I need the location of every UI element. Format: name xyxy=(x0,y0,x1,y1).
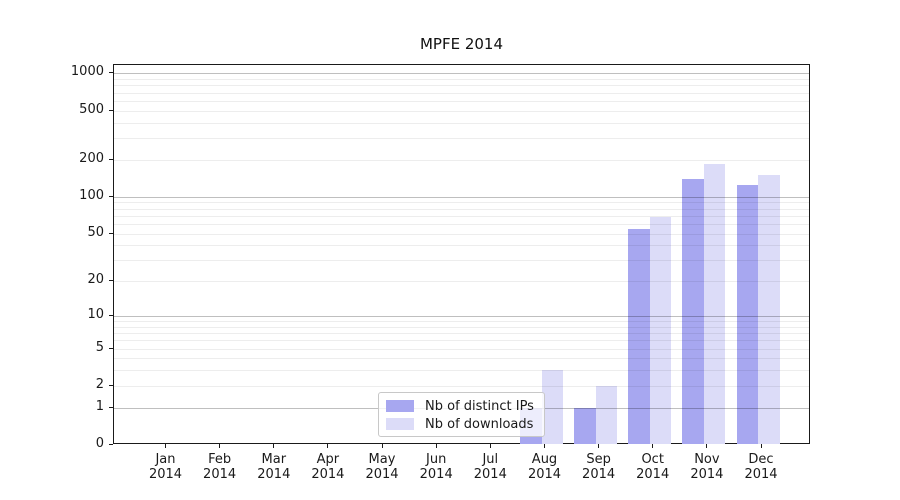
y-tick-mark xyxy=(109,406,113,408)
gridline-minor xyxy=(114,233,809,235)
bar-nb-of-distinct-ips-sep xyxy=(574,407,596,444)
y-axis-tick-label: 200 xyxy=(79,150,104,166)
gridline-minor xyxy=(114,79,809,81)
gridline-minor xyxy=(114,215,809,217)
y-axis-tick-label: 2 xyxy=(95,376,104,392)
gridline-minor xyxy=(114,370,809,372)
x-tick-mark xyxy=(219,444,221,448)
x-axis-tick-label: Apr 2014 xyxy=(311,452,345,482)
y-tick-mark xyxy=(109,444,113,445)
y-tick-mark xyxy=(109,109,113,111)
x-tick-mark xyxy=(435,444,437,448)
y-axis-tick-label: 5 xyxy=(95,339,104,355)
gridline-minor xyxy=(114,110,809,112)
y-axis-tick-label: 100 xyxy=(79,187,104,203)
gridline-minor xyxy=(114,358,809,360)
x-tick-mark xyxy=(706,444,708,448)
gridline-minor xyxy=(114,208,809,210)
x-tick-mark xyxy=(327,444,329,448)
gridline-minor xyxy=(114,333,809,335)
bar-nb-of-downloads-dec xyxy=(758,175,780,444)
gridline-minor xyxy=(114,281,809,283)
y-axis-tick-label: 50 xyxy=(87,224,104,240)
gridline-minor xyxy=(114,260,809,262)
gridline-minor xyxy=(114,321,809,323)
gridline-minor xyxy=(114,223,809,225)
x-axis-tick-label: Jun 2014 xyxy=(419,452,453,482)
plot-area xyxy=(113,64,810,444)
gridline-minor xyxy=(114,340,809,342)
x-axis-tick-label: Jul 2014 xyxy=(473,452,507,482)
legend-swatch-downloads xyxy=(386,418,414,430)
legend-label-downloads: Nb of downloads xyxy=(425,416,534,432)
y-tick-mark xyxy=(109,315,113,316)
chart-title: MPFE 2014 xyxy=(419,35,504,53)
y-tick-mark xyxy=(109,195,113,197)
y-tick-mark xyxy=(109,72,113,74)
legend-swatch-distinct-ips xyxy=(386,400,414,412)
y-axis-tick-label: 10 xyxy=(87,307,104,322)
gridline-minor xyxy=(114,138,809,140)
y-axis-tick-label: 20 xyxy=(87,272,104,288)
x-tick-mark xyxy=(165,444,166,448)
gridline-minor xyxy=(114,92,809,94)
bar-nb-of-downloads-sep xyxy=(595,385,618,444)
x-axis-tick-label: May 2014 xyxy=(365,452,399,482)
gridline-minor xyxy=(114,385,809,387)
x-axis-tick-label: Dec 2014 xyxy=(744,452,778,482)
bar-nb-of-distinct-ips-dec xyxy=(736,184,758,444)
gridline-major xyxy=(114,73,809,75)
x-tick-mark xyxy=(544,444,545,448)
gridline-minor xyxy=(114,159,809,161)
legend: Nb of distinct IPs Nb of downloads xyxy=(378,392,545,437)
x-axis-tick-label: Sep 2014 xyxy=(582,452,616,482)
bar-nb-of-downloads-nov xyxy=(703,164,726,444)
gridline-major xyxy=(114,196,809,198)
legend-item-downloads: Nb of downloads xyxy=(386,416,536,432)
y-axis-tick-label: 1 xyxy=(95,398,104,414)
gridline-minor xyxy=(114,245,809,247)
legend-item-distinct-ips: Nb of distinct IPs xyxy=(386,398,536,414)
y-tick-mark xyxy=(109,158,113,160)
gridline-minor xyxy=(114,85,809,87)
x-axis-tick-label: Oct 2014 xyxy=(636,452,670,482)
y-tick-mark xyxy=(109,384,113,386)
bar-nb-of-distinct-ips-nov xyxy=(682,178,704,444)
bars-layer xyxy=(114,65,809,444)
gridline-minor xyxy=(114,202,809,204)
y-axis-tick-label: 500 xyxy=(79,101,104,117)
x-tick-mark xyxy=(381,444,383,448)
x-tick-mark xyxy=(273,444,275,448)
legend-label-distinct-ips: Nb of distinct IPs xyxy=(425,398,534,414)
y-tick-mark xyxy=(109,280,113,282)
x-axis-tick-label: Aug 2014 xyxy=(527,452,562,482)
x-tick-mark xyxy=(652,444,654,448)
y-axis-tick-label: 1000 xyxy=(70,64,104,80)
gridline-minor xyxy=(114,122,809,124)
bar-nb-of-downloads-oct xyxy=(649,217,672,444)
x-axis-tick-label: Mar 2014 xyxy=(257,452,291,482)
gridline-major xyxy=(114,316,809,317)
x-tick-mark xyxy=(489,444,491,448)
y-tick-mark xyxy=(109,232,113,234)
y-tick-mark xyxy=(109,347,113,349)
bar-nb-of-downloads-aug xyxy=(541,370,563,444)
gridline-minor xyxy=(114,326,809,328)
x-tick-mark xyxy=(760,444,762,448)
gridline-minor xyxy=(114,100,809,102)
y-axis-tick-label: 0 xyxy=(95,436,104,451)
gridline-minor xyxy=(114,348,809,350)
x-axis-tick-label: Jan 2014 xyxy=(148,452,183,482)
bar-nb-of-distinct-ips-oct xyxy=(628,228,650,444)
x-tick-mark xyxy=(598,444,600,448)
grid-layer xyxy=(114,65,809,443)
x-axis-tick-label: Nov 2014 xyxy=(690,452,724,482)
x-axis-tick-label: Feb 2014 xyxy=(203,452,237,482)
